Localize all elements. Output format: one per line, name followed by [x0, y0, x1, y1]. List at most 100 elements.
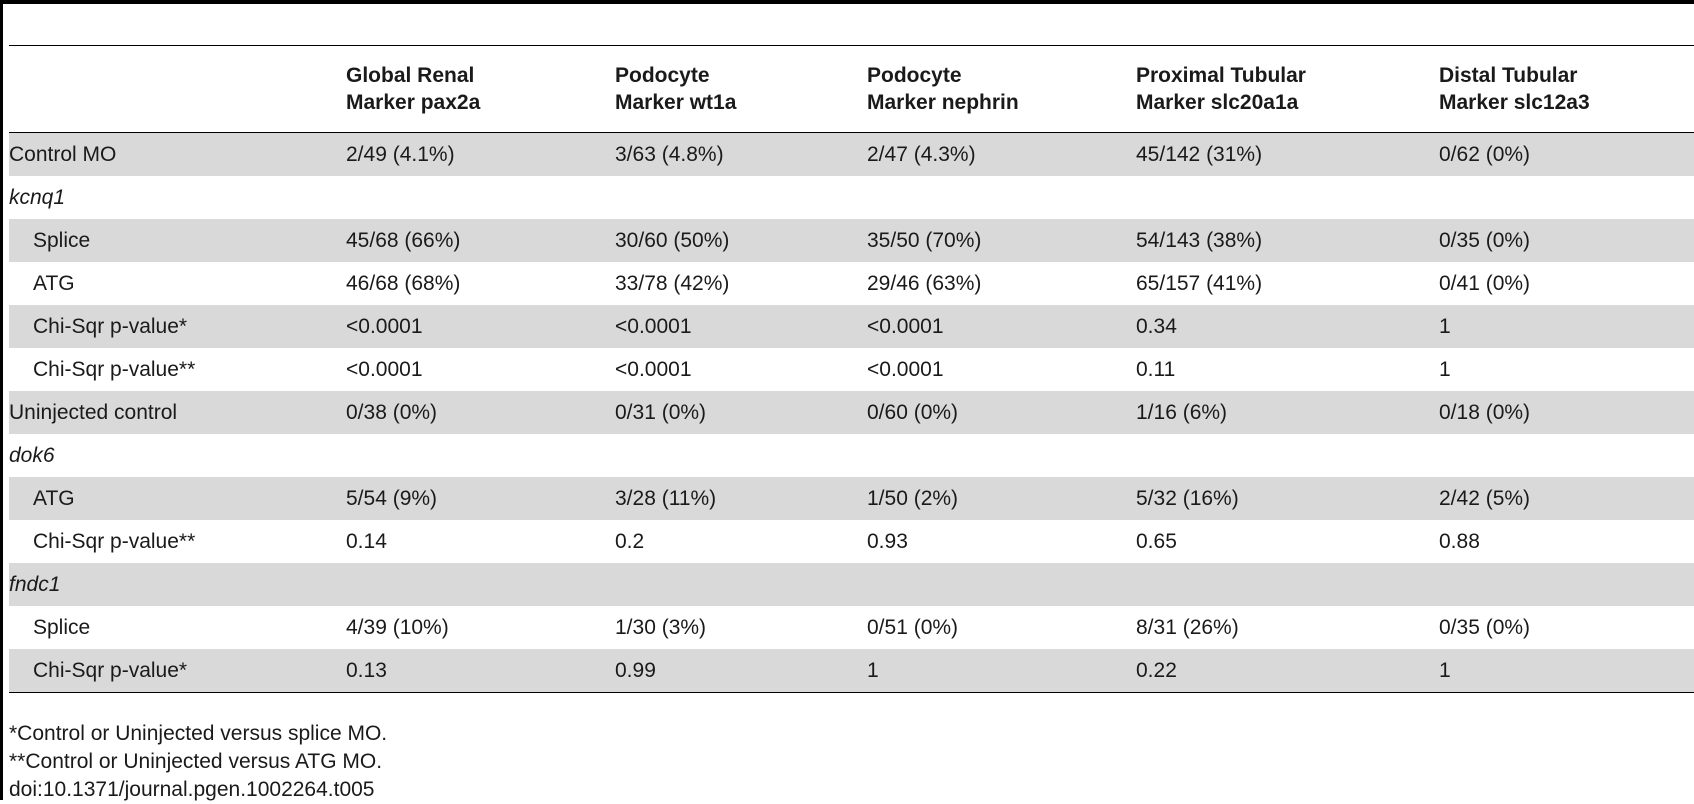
table-cell — [1439, 563, 1694, 606]
table-cell: 1 — [1439, 357, 1451, 381]
header-line: Marker nephrin — [867, 91, 1019, 114]
table-cell: 5/54 (9%) — [346, 477, 615, 520]
table-cell: 65/157 (41%) — [1136, 271, 1263, 295]
table-cell — [1439, 176, 1694, 219]
table-row: Splice 45/68 (66%) 30/60 (50%) 35/50 (70%) 5… — [9, 219, 1694, 262]
row-label: Splice — [33, 615, 91, 639]
table-cell — [346, 176, 615, 219]
table-cell: 45/68 (66%) — [346, 219, 615, 262]
header-line: Distal Tubular — [1439, 64, 1578, 87]
row-label: Control MO — [9, 132, 346, 176]
table-cell — [867, 563, 1136, 606]
header-line: Marker wt1a — [615, 91, 737, 114]
table-cell: 29/46 (63%) — [867, 271, 982, 295]
table-cell — [615, 563, 867, 606]
table-body: Control MO 2/49 (4.1%) 3/63 (4.8%) 2/47 (4.… — [9, 132, 1694, 693]
table-cell: <0.0001 — [615, 357, 692, 381]
table-row: ATG 46/68 (68%) 33/78 (42%) 29/46 (63%) 65/1… — [9, 262, 1694, 305]
table-cell: <0.0001 — [615, 305, 867, 348]
header-line: Podocyte — [615, 64, 710, 87]
table-cell — [1136, 563, 1439, 606]
table-cell — [346, 434, 615, 477]
header-cell-empty — [9, 46, 346, 133]
row-label: Uninjected control — [9, 391, 346, 434]
footnote-line: **Control or Uninjected versus ATG MO. — [9, 750, 383, 773]
table-cell: 0.13 — [346, 649, 615, 693]
table-row: dok6 — [9, 434, 1694, 477]
table-cell: 2/47 (4.3%) — [867, 132, 1136, 176]
table-cell: 1 — [867, 649, 1136, 693]
table-row: Splice 4/39 (10%) 1/30 (3%) 0/51 (0%) 8/31 (… — [9, 606, 1694, 649]
table-cell: 35/50 (70%) — [867, 219, 1136, 262]
row-label: ATG — [9, 477, 346, 520]
table-cell: 5/32 (16%) — [1136, 477, 1439, 520]
table-cell: 0/60 (0%) — [867, 391, 1136, 434]
table-cell: 0/35 (0%) — [1439, 615, 1531, 639]
footnotes: *Control or Uninjected versus splice MO.… — [9, 720, 387, 804]
table-row: fndc1 — [9, 563, 1694, 606]
row-label: ATG — [33, 271, 75, 295]
table-cell: 0.99 — [615, 649, 867, 693]
table-cell: <0.0001 — [867, 305, 1136, 348]
table-row: Chi-Sqr p-value* 0.13 0.99 1 0.22 1 — [9, 649, 1694, 693]
row-label: fndc1 — [9, 563, 346, 606]
table-cell — [867, 434, 1136, 477]
table-row: Uninjected control 0/38 (0%) 0/31 (0%) 0/60… — [9, 391, 1694, 434]
table-cell: 1 — [1439, 305, 1694, 348]
table-cell — [346, 563, 615, 606]
table-cell — [615, 434, 867, 477]
left-border — [0, 0, 3, 800]
table-cell: 2/49 (4.1%) — [346, 132, 615, 176]
row-label: Splice — [9, 219, 346, 262]
table-cell: 1/16 (6%) — [1136, 391, 1439, 434]
table-cell — [615, 176, 867, 219]
table-cell: 45/142 (31%) — [1136, 132, 1439, 176]
table-cell: 0/51 (0%) — [867, 615, 959, 639]
table-cell: 0/41 (0%) — [1439, 271, 1531, 295]
row-label: Chi-Sqr p-value* — [9, 649, 346, 693]
table-cell: 4/39 (10%) — [346, 615, 449, 639]
table-cell: 30/60 (50%) — [615, 219, 867, 262]
table-cell: 0/62 (0%) — [1439, 132, 1694, 176]
header-line: Marker pax2a — [346, 91, 481, 114]
table-cell: 0.14 — [346, 529, 387, 553]
table-cell: 0.93 — [867, 529, 908, 553]
header-line: Marker slc20a1a — [1136, 91, 1299, 114]
table-cell: 0.34 — [1136, 305, 1439, 348]
table-cell: 1 — [1439, 649, 1694, 693]
table-cell: 0/31 (0%) — [615, 391, 867, 434]
table-row: kcnq1 — [9, 176, 1694, 219]
table-cell: 0/38 (0%) — [346, 391, 615, 434]
table-row: Control MO 2/49 (4.1%) 3/63 (4.8%) 2/47 (4.… — [9, 132, 1694, 176]
table-row: ATG 5/54 (9%) 3/28 (11%) 1/50 (2%) 5/32 (16%… — [9, 477, 1694, 520]
header-row: Global Renal Marker pax2a Podocyte Marker w… — [9, 45, 1694, 133]
table-cell: 0.2 — [615, 529, 645, 553]
header-line: Proximal Tubular — [1136, 64, 1306, 87]
header-cell: Distal Tubular Marker slc12a3 — [1439, 46, 1694, 133]
table-cell: 46/68 (68%) — [346, 271, 461, 295]
table-cell: 33/78 (42%) — [615, 271, 730, 295]
header-cell: Podocyte Marker nephrin — [867, 46, 1136, 133]
table-cell: 3/63 (4.8%) — [615, 132, 867, 176]
top-rule — [0, 0, 1694, 4]
header-line: Podocyte — [867, 64, 962, 87]
table-cell: 3/28 (11%) — [615, 477, 867, 520]
row-label: Chi-Sqr p-value** — [33, 357, 196, 381]
table-cell: 0/35 (0%) — [1439, 219, 1694, 262]
row-label: dok6 — [9, 443, 55, 467]
table-cell — [1136, 176, 1439, 219]
table-container: Global Renal Marker pax2a Podocyte Marker w… — [9, 45, 1694, 693]
table-cell: 0.65 — [1136, 529, 1177, 553]
header-cell: Global Renal Marker pax2a — [346, 46, 615, 133]
table-header: Global Renal Marker pax2a Podocyte Marker w… — [9, 45, 1694, 133]
table-row: Chi-Sqr p-value** <0.0001 <0.0001 <0.0001 0.… — [9, 348, 1694, 391]
footnote-line: *Control or Uninjected versus splice MO. — [9, 722, 388, 745]
header-cell: Podocyte Marker wt1a — [615, 46, 867, 133]
table-cell: <0.0001 — [346, 357, 423, 381]
data-table: Global Renal Marker pax2a Podocyte Marker w… — [9, 45, 1694, 693]
table-cell: 1/50 (2%) — [867, 477, 1136, 520]
table-cell: 1/30 (3%) — [615, 615, 707, 639]
header-line: Marker slc12a3 — [1439, 91, 1590, 114]
row-label: kcnq1 — [9, 185, 66, 209]
table-cell — [1439, 434, 1694, 477]
